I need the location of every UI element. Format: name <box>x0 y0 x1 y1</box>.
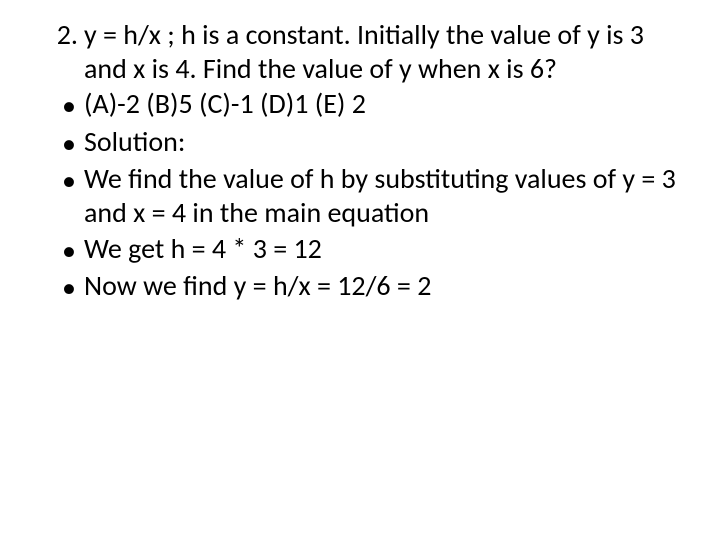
bullet-item: • Now we find y = h/x = 12/6 = 2 <box>62 269 680 305</box>
numbered-marker: 2. <box>40 18 84 52</box>
bullet-text: We find the value of h by substituting v… <box>84 162 680 229</box>
bullet-item: • We get h = 4 * 3 = 12 <box>62 232 680 268</box>
bullet-item: • (A)-2 (B)5 (C)-1 (D)1 (E) 2 <box>62 87 680 123</box>
numbered-text: y = h/x ; h is a constant. Initially the… <box>84 18 680 85</box>
bullet-item: • We find the value of h by substituting… <box>62 162 680 229</box>
slide: 2. y = h/x ; h is a constant. Initially … <box>0 0 720 540</box>
bullet-marker-icon: • <box>62 125 84 161</box>
bullet-text: Solution: <box>84 125 185 159</box>
bullet-text: Now we find y = h/x = 12/6 = 2 <box>84 269 431 303</box>
bullet-item: • Solution: <box>62 125 680 161</box>
bullet-marker-icon: • <box>62 269 84 305</box>
bullet-marker-icon: • <box>62 87 84 123</box>
bullet-marker-icon: • <box>62 232 84 268</box>
bullet-marker-icon: • <box>62 162 84 198</box>
bullet-text: (A)-2 (B)5 (C)-1 (D)1 (E) 2 <box>84 87 366 121</box>
bullet-text: We get h = 4 * 3 = 12 <box>84 232 322 266</box>
numbered-item: 2. y = h/x ; h is a constant. Initially … <box>40 18 680 85</box>
